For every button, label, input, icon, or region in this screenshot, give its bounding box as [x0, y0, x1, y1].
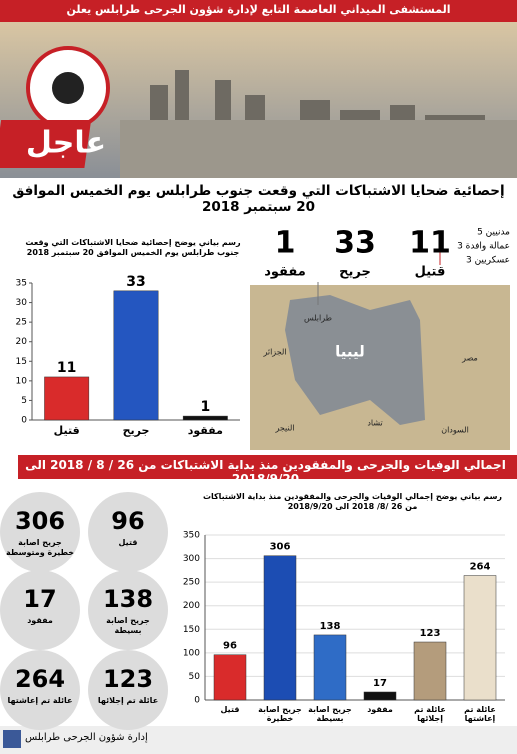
- circle-label: جريح اصابة بسيطة: [106, 616, 150, 635]
- value-label: 1: [200, 399, 210, 415]
- value-label: 264: [470, 562, 491, 573]
- footer-bg: [0, 726, 517, 754]
- y-tick-label: 5: [21, 396, 27, 406]
- y-tick-label: 50: [189, 672, 201, 682]
- map-label: النيجر: [274, 424, 294, 433]
- section2-bar: [18, 455, 517, 479]
- stat-value: 1: [275, 226, 296, 261]
- value-label: 17: [373, 678, 387, 689]
- y-tick-label: 35: [16, 279, 27, 289]
- bar: [463, 575, 497, 701]
- x-tick-label: عائلة تم إعاشتها: [464, 705, 496, 723]
- value-label: 96: [223, 641, 237, 652]
- y-tick-label: 30: [16, 298, 28, 308]
- x-tick-label: مفقود: [367, 705, 393, 714]
- circle-label: عائلة تم إعاشتها: [7, 696, 73, 705]
- x-tick-label: عائلة تم إجلائها: [414, 705, 446, 723]
- footer-text: إدارة شؤون الجرحى طرابلس: [25, 732, 148, 743]
- header-title: المستشفى الميداني العاصمة التابع لإدارة …: [66, 3, 451, 16]
- section2-title: اجمالي الوفيات والجرحى والمفقودين منذ بد…: [25, 458, 506, 486]
- logo-inner: [52, 72, 84, 104]
- x-tick-label: قتيل: [53, 424, 80, 437]
- circle-value: 123: [103, 665, 153, 693]
- bar: [182, 415, 228, 421]
- header-bar: [0, 0, 517, 22]
- y-tick-label: 25: [16, 318, 27, 328]
- bar: [263, 555, 297, 701]
- badge: عاجل: [26, 126, 106, 161]
- skyline: [120, 70, 517, 178]
- bar: [113, 290, 159, 421]
- y-tick-label: 20: [16, 337, 28, 347]
- stat-circle: [0, 492, 80, 572]
- bar: [363, 691, 397, 701]
- stat-value: 33: [334, 226, 376, 261]
- bar: [413, 641, 447, 701]
- value-label: 33: [126, 274, 145, 290]
- circle-value: 17: [23, 585, 56, 613]
- x-tick-label: جريح اصابة خطيرة: [258, 705, 302, 723]
- stat-label: قتيل: [415, 265, 446, 280]
- breakdown-item: 5 مدنيين: [477, 228, 510, 238]
- stat-circle: [88, 570, 168, 650]
- y-tick-label: 0: [194, 696, 200, 706]
- bar: [313, 634, 347, 701]
- stat-value: 11: [409, 226, 451, 261]
- circle-label: عائلة تم إجلائها: [97, 696, 159, 705]
- stat-circle: [0, 570, 80, 650]
- circle-value: 264: [15, 665, 65, 693]
- y-tick-label: 0: [21, 416, 27, 426]
- chart-title: رسم بياني يوضح إجمالي الوفيات والجرحى وا…: [202, 492, 503, 511]
- map-label: مصر: [461, 354, 478, 363]
- bar: [213, 654, 247, 701]
- map-label: ليبيا: [335, 343, 365, 361]
- map-label: الجزائر: [262, 348, 286, 357]
- circle-label: مفقود: [27, 616, 53, 625]
- map-label: طرابلس: [304, 314, 332, 323]
- chart-title: رسم بياني يوضح إحصائية ضحايا الاشتباكات …: [25, 238, 241, 257]
- breakdown-item: 3 عسكريين: [466, 256, 510, 266]
- y-tick-label: 250: [183, 578, 200, 588]
- map-libya: [285, 295, 425, 425]
- circle-value: 306: [15, 507, 65, 535]
- map-label: السودان: [441, 426, 469, 435]
- circle-label: جريح اصابة خطيرة ومتوسطة: [5, 538, 75, 557]
- stat-label: مفقود: [264, 265, 306, 280]
- headline: إحصائية ضحايا الاشتباكات التي وقعت جنوب …: [12, 183, 505, 215]
- x-tick-label: مفقود: [187, 424, 223, 437]
- y-tick-label: 200: [183, 601, 200, 611]
- value-label: 123: [420, 628, 441, 639]
- circle-label: قتيل: [118, 538, 138, 547]
- circle-value: 138: [103, 585, 153, 613]
- value-label: 138: [320, 621, 341, 632]
- x-tick-label: جريح: [122, 424, 150, 437]
- value-label: 11: [57, 360, 76, 376]
- stat-circle: [88, 492, 168, 572]
- x-tick-label: جريح اصابة بسيطة: [308, 705, 352, 723]
- y-tick-label: 300: [183, 554, 200, 564]
- value-label: 306: [270, 542, 291, 553]
- y-tick-label: 10: [16, 376, 28, 386]
- y-tick-label: 150: [183, 625, 200, 635]
- stat-circle: [88, 650, 168, 730]
- stat-label: جريح: [339, 265, 371, 280]
- y-tick-label: 100: [183, 648, 200, 658]
- circle-value: 96: [111, 507, 144, 535]
- breakdown-item: 3 عمالة وافدة: [457, 242, 510, 252]
- y-tick-label: 15: [16, 357, 27, 367]
- bar: [44, 376, 90, 421]
- x-tick-label: قتيل: [220, 705, 240, 714]
- footer-icon: [3, 730, 21, 748]
- badge-bg: [0, 120, 92, 168]
- y-tick-label: 350: [183, 531, 200, 541]
- map-label: تشاد: [367, 419, 382, 428]
- stat-circle: [0, 650, 80, 730]
